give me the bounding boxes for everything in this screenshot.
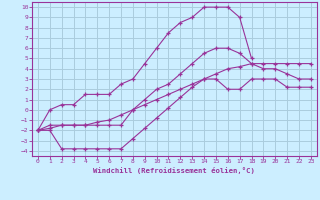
X-axis label: Windchill (Refroidissement éolien,°C): Windchill (Refroidissement éolien,°C) [93,167,255,174]
